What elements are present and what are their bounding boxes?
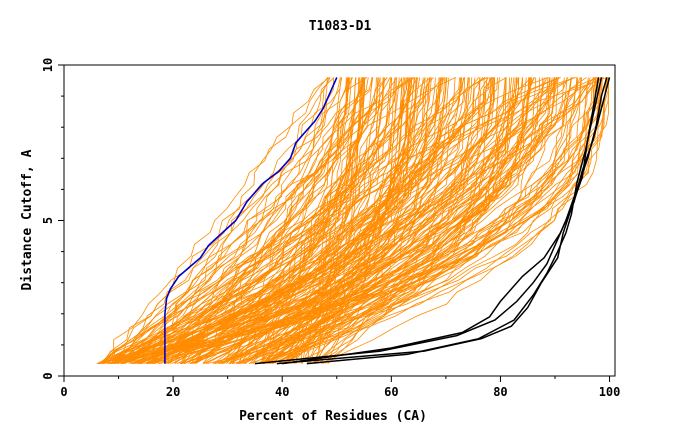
background-model-line [112, 77, 330, 364]
background-model-line [263, 77, 535, 364]
background-model-line [214, 77, 556, 364]
x-tick-label: 0 [60, 385, 67, 399]
background-model-line [167, 77, 441, 364]
background-model-line [136, 77, 445, 364]
x-tick-label: 80 [493, 385, 507, 399]
y-tick-label: 0 [41, 372, 55, 379]
background-model-line [120, 77, 597, 364]
chart-title: T1083-D1 [309, 19, 372, 34]
x-tick-label: 40 [275, 385, 289, 399]
highlight-model-line [164, 77, 338, 364]
background-model-line [212, 77, 598, 364]
highlight-model-curve [164, 77, 338, 364]
background-model-line [96, 77, 473, 364]
background-model-line [266, 77, 430, 364]
background-model-line [154, 77, 527, 364]
x-tick-label: 20 [166, 385, 180, 399]
background-model-line [286, 77, 595, 364]
background-model-line [229, 77, 465, 364]
background-model-line [233, 77, 377, 364]
background-model-line [220, 77, 548, 364]
background-model-line [263, 77, 506, 364]
background-model-line [114, 77, 529, 364]
background-model-line [307, 77, 411, 364]
background-model-line [141, 77, 351, 364]
background-model-line [272, 77, 603, 364]
background-model-line [157, 77, 366, 364]
background-model-line [259, 77, 555, 364]
background-model-line [103, 77, 573, 364]
x-axis-label: Percent of Residues (CA) [239, 409, 427, 424]
background-model-line [125, 77, 411, 364]
background-model-line [215, 77, 447, 364]
background-model-line [175, 77, 418, 364]
background-model-line [151, 77, 330, 364]
background-model-line [130, 77, 361, 364]
reference-model-curves [254, 77, 611, 365]
x-tick-label: 100 [599, 385, 621, 399]
background-model-line [248, 77, 607, 364]
background-model-line [152, 77, 381, 364]
background-model-line [109, 77, 440, 364]
background-model-line [180, 77, 486, 364]
y-tick-label: 5 [41, 217, 55, 224]
background-model-line [170, 77, 334, 364]
background-model-line [106, 77, 608, 364]
background-model-line [181, 77, 609, 364]
background-model-line [98, 77, 328, 364]
axes: 0 20 40 60 80 100 0 5 10 [41, 58, 620, 399]
background-model-line [107, 77, 523, 364]
background-model-line [146, 77, 518, 364]
background-model-line [132, 77, 331, 364]
background-model-line [189, 77, 519, 364]
background-model-line [165, 77, 485, 364]
background-model-line [161, 77, 350, 364]
background-model-line [307, 77, 417, 364]
background-model-line [285, 77, 516, 364]
reference-model-line [276, 77, 600, 365]
background-model-line [102, 77, 457, 364]
background-model-line [205, 77, 410, 364]
background-model-line [174, 77, 364, 364]
background-model-line [207, 77, 609, 364]
background-model-line [131, 77, 488, 364]
background-model-line [212, 77, 581, 364]
background-model-line [103, 77, 436, 364]
background-model-line [121, 77, 379, 364]
background-model-line [244, 77, 489, 364]
background-model-line [113, 77, 329, 364]
background-model-line [269, 77, 608, 364]
background-model-line [266, 77, 496, 364]
reference-model-line [282, 77, 611, 365]
background-model-line [138, 77, 410, 364]
background-model-line [237, 77, 545, 364]
background-model-line [102, 77, 388, 364]
background-model-line [110, 77, 576, 364]
background-model-line [96, 77, 444, 364]
y-tick-label: 10 [41, 58, 55, 72]
background-model-line [174, 77, 415, 364]
x-tick-label: 60 [384, 385, 398, 399]
background-model-curves [96, 77, 609, 364]
background-model-line [120, 77, 466, 364]
background-model-line [99, 77, 373, 364]
y-axis-label: Distance Cutoff, A [20, 149, 35, 290]
background-model-line [295, 77, 364, 364]
background-model-line [151, 77, 456, 364]
background-model-line [268, 77, 572, 364]
background-model-line [263, 77, 535, 364]
